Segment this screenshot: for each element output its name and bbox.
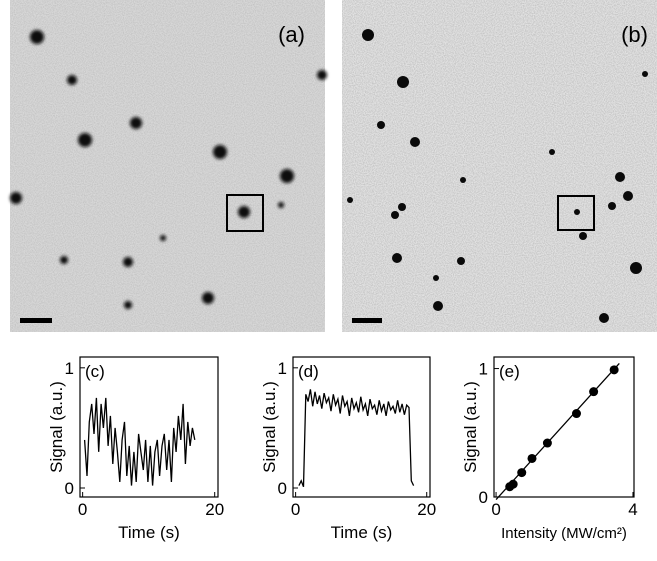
y-tick-label: 0	[479, 488, 488, 507]
x-axis-label: Time (s)	[118, 523, 180, 542]
image-b: (b)	[342, 0, 657, 332]
x-tick-label: 0	[291, 500, 300, 519]
panel-label: (a)	[278, 22, 305, 47]
data-point	[527, 453, 537, 463]
y-axis-label: Signal (a.u.)	[47, 381, 66, 473]
plot-frame	[79, 356, 219, 498]
y-axis-label: Signal (a.u.)	[260, 381, 279, 473]
chart: 0 20 0 1 Time (s) Signal (a.u.) (d)	[260, 356, 436, 542]
data-point	[589, 387, 599, 397]
image-a: (a)	[10, 0, 327, 332]
chart: 0 4 0 1 Intensity (MW/cm²) Signal (a.u.) (e)	[461, 356, 638, 542]
plot-frame	[292, 356, 431, 498]
y-tick-label: 1	[479, 360, 488, 379]
x-tick-label: 0	[491, 500, 500, 519]
x-axis-label: Time (s)	[331, 523, 393, 542]
y-tick-label: 1	[278, 359, 287, 378]
panel-label: (c)	[85, 362, 105, 381]
plot-frame	[493, 356, 635, 498]
fit-line	[495, 362, 620, 501]
x-axis-label: Intensity (MW/cm²)	[501, 525, 627, 542]
signal-line	[298, 389, 415, 488]
data-point	[609, 365, 619, 375]
signal-line	[83, 397, 196, 486]
panel-label: (e)	[499, 362, 520, 381]
x-tick-label: 20	[205, 500, 224, 519]
y-tick-label: 0	[65, 479, 74, 498]
data-point	[517, 468, 527, 478]
y-tick-label: 1	[65, 359, 74, 378]
data-point	[508, 479, 518, 489]
data-point	[542, 438, 552, 448]
x-tick-label: 4	[628, 500, 637, 519]
panel-label: (b)	[621, 22, 648, 47]
data-point	[571, 409, 581, 419]
panel-label: (d)	[298, 362, 319, 381]
chart: 0 20 0 1 Time (s) Signal (a.u.) (c)	[47, 356, 224, 542]
y-axis-label: Signal (a.u.)	[461, 381, 480, 473]
x-tick-label: 0	[78, 500, 87, 519]
y-tick-label: 0	[278, 479, 287, 498]
x-tick-label: 20	[417, 500, 436, 519]
